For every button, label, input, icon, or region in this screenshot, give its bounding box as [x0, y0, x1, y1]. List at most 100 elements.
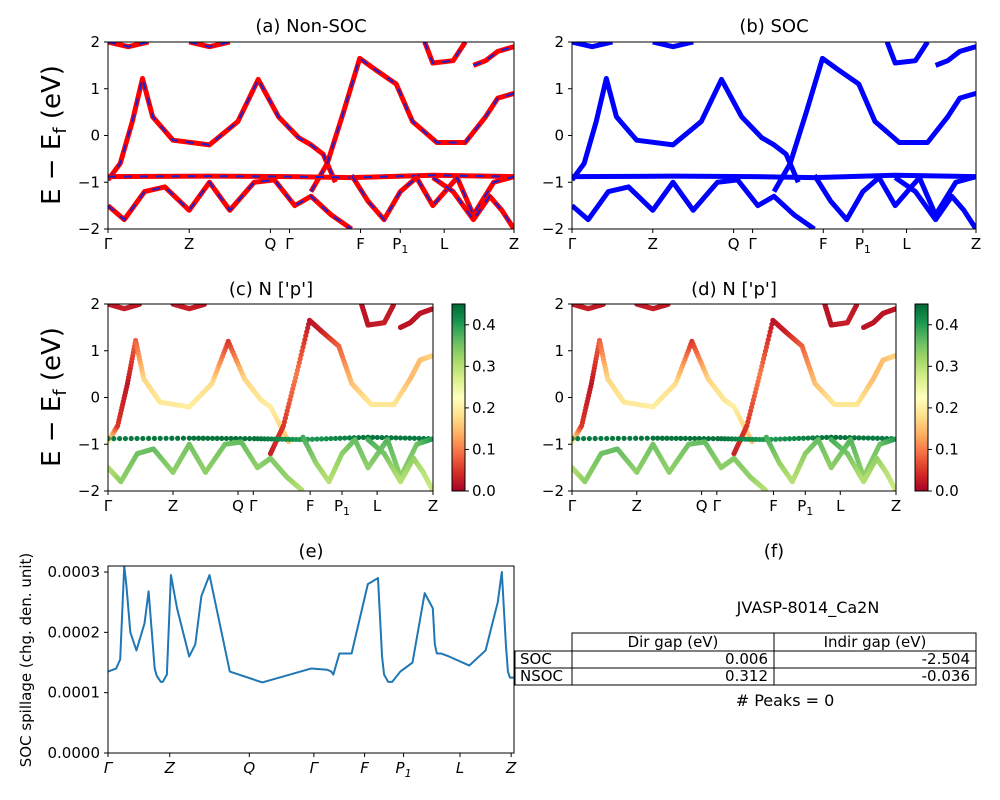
ytick-label: 1: [90, 80, 100, 98]
band-point: [117, 435, 123, 442]
panel-e-frame: [107, 565, 515, 754]
band-point: [328, 435, 334, 442]
band-point: [370, 434, 376, 440]
band-point: [201, 304, 207, 307]
band-point: [337, 435, 343, 441]
band-point: [175, 435, 181, 441]
band-point: [600, 304, 606, 307]
colorbar-tick-label: 0.4: [472, 316, 496, 334]
band-point: [705, 435, 712, 442]
band-point: [659, 435, 665, 441]
band-point: [762, 487, 768, 491]
band-point: [309, 436, 315, 442]
xtick-label: Q: [232, 497, 244, 515]
band-point: [710, 436, 716, 442]
band-point: [242, 435, 248, 442]
material-id: JVASP-8014_Ca2N: [736, 598, 880, 618]
band-point: [195, 435, 202, 441]
colorbar-tick-label: 0.2: [472, 399, 496, 417]
band-point: [874, 435, 881, 441]
band-point: [800, 435, 807, 441]
xtick-label: Γ: [104, 759, 114, 777]
xtick-label: Z: [168, 497, 178, 515]
band-point: [299, 487, 305, 491]
spillage-line: [108, 566, 514, 684]
band-point: [810, 435, 816, 441]
band-point: [233, 435, 239, 442]
xtick-label: Q: [264, 235, 276, 253]
band-point: [214, 435, 220, 441]
band-point: [842, 434, 848, 441]
ytick-label: 0.0002: [48, 623, 101, 641]
band-point: [136, 304, 142, 307]
band-line-5: [893, 175, 976, 229]
band-point: [323, 436, 329, 442]
band-point: [673, 435, 679, 441]
band-point: [615, 435, 621, 441]
band-point: [853, 304, 860, 308]
band-point: [598, 435, 604, 442]
xtick-label: Z: [509, 235, 519, 253]
ytick-label: −2: [542, 482, 564, 500]
xtick-label: Q: [728, 235, 740, 253]
band-point: [791, 435, 797, 442]
ytick-label: 0.0001: [48, 684, 101, 702]
ytick-label: 2: [90, 33, 100, 51]
band-point: [692, 435, 698, 442]
band-point: [687, 435, 693, 442]
panel-e-plot-area: [108, 566, 514, 684]
xtick-label: Γ: [568, 497, 577, 515]
xtick-label: Z: [632, 497, 642, 515]
band-point: [865, 435, 871, 441]
ytick-label: 1: [554, 342, 564, 360]
band-point: [609, 435, 616, 442]
xtick-label: Γ: [104, 235, 113, 253]
ytick-label: 0: [554, 127, 564, 145]
band-point: [696, 435, 702, 442]
band-point: [223, 435, 229, 442]
xtick-label: Z: [428, 497, 438, 515]
band-point: [892, 436, 896, 442]
band-point: [314, 436, 320, 442]
band-point: [665, 304, 671, 307]
panel-a-plot-area: [108, 42, 514, 229]
gap-table: JVASP-8014_Ca2N Dir gap (eV) Indir gap (…: [514, 598, 977, 710]
table-row-nsoc-label: NSOC: [520, 667, 563, 685]
table-row-soc-label: SOC: [520, 650, 552, 668]
band-point: [163, 435, 169, 441]
band-line-3: [572, 177, 816, 229]
table-header-indir: Indir gap (eV): [824, 633, 927, 651]
xtick-label: P1: [797, 497, 813, 518]
ytick-label: 0: [90, 127, 100, 145]
band-dash-0: [108, 77, 337, 183]
xtick-label: P1: [334, 497, 350, 518]
band-dash-7: [188, 42, 231, 48]
ytick-label: −1: [542, 435, 564, 453]
xtick-sub: 1: [401, 243, 408, 256]
xtick-label: L: [902, 235, 911, 253]
ytick-label: −2: [78, 482, 100, 500]
table-row-nsoc-indir: -0.036: [922, 667, 970, 685]
band-point: [682, 435, 689, 442]
band-point: [180, 435, 187, 441]
ytick-label: 1: [554, 80, 564, 98]
band-point: [429, 306, 433, 312]
band-line-8: [884, 42, 930, 66]
colorbar-tick-label: 0.4: [935, 316, 959, 334]
band-point: [650, 435, 656, 441]
band-point: [169, 435, 175, 441]
band-point: [833, 434, 839, 440]
band-point: [140, 435, 146, 442]
ytick-label: 0: [554, 389, 564, 407]
band-point: [892, 353, 896, 359]
panel-e-title: (e): [298, 541, 323, 562]
band-point: [134, 435, 140, 442]
band-point: [157, 435, 163, 441]
ytick-label: −1: [78, 173, 100, 191]
xtick-label: F: [769, 497, 778, 515]
band-point: [627, 435, 633, 441]
band-point: [393, 435, 399, 441]
band-line-5: [431, 175, 514, 229]
